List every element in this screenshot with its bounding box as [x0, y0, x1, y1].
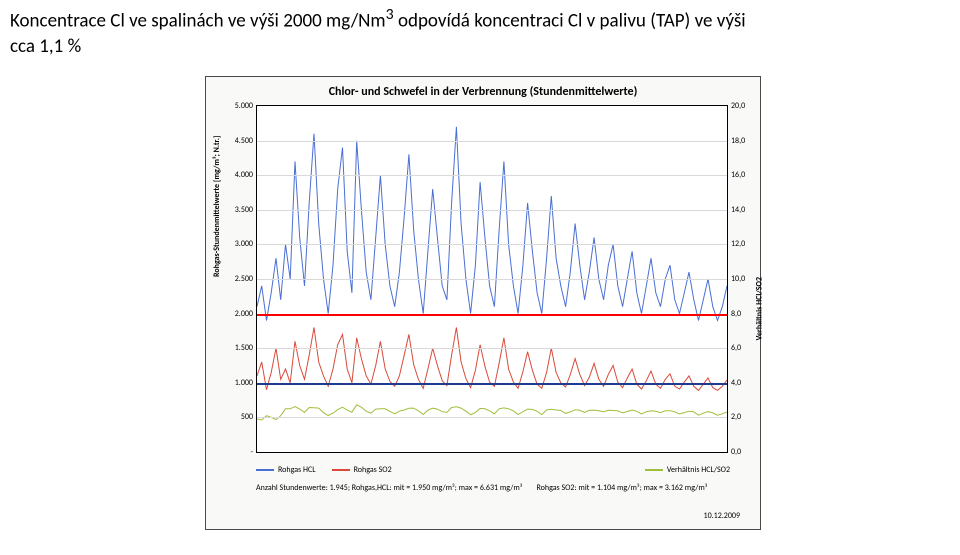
caption-left: Anzahl Stundenwerte: 1.945; Rohgas,HCL: …	[256, 483, 522, 493]
y-right-axis-title: Verhältnis HCl/SO2	[754, 277, 764, 340]
y-right-tick-label: 18,0	[731, 136, 745, 146]
y-left-tick-label: -	[251, 447, 253, 457]
figure-frame: Chlor- und Schwefel in der Verbrennung (…	[205, 76, 761, 530]
y-left-tick-label: 5.000	[235, 101, 253, 111]
y-left-tick-label: 3.000	[235, 239, 253, 249]
y-right-tick-label: 6,0	[731, 343, 741, 353]
y-left-tick-label: 1.000	[235, 378, 253, 388]
y-left-tick-label: 2.500	[235, 274, 253, 284]
reference-line	[257, 314, 727, 316]
y-right-tick-label: 12,0	[731, 239, 745, 249]
header-sup: 3	[386, 5, 394, 24]
gridline	[257, 210, 727, 211]
y-left-tick-label: 500	[241, 412, 253, 422]
gridline	[257, 244, 727, 245]
legend-swatch-ratio	[645, 469, 663, 471]
gridline	[257, 175, 727, 176]
chart-plot-area: -0,05002,01.0004,01.5006,02.0008,02.5001…	[256, 105, 728, 453]
y-left-tick-label: 3.500	[235, 205, 253, 215]
gridline	[257, 141, 727, 142]
chart-legend: Rohgas HCL Rohgas SO2 Verhältnis HCL/SO2	[256, 461, 730, 479]
y-right-tick-label: 16,0	[731, 170, 745, 180]
y-left-axis-title: Rohgas-Stundenmittelwerte [mg/m³; N.tr.]	[212, 136, 222, 278]
chart-caption: Anzahl Stundenwerte: 1.945; Rohgas,HCL: …	[256, 483, 740, 493]
header-paragraph: Koncentrace Cl ve spalinách ve výši 2000…	[10, 4, 950, 60]
gridline	[257, 417, 727, 418]
gridline	[257, 279, 727, 280]
y-left-tick-label: 4.500	[235, 136, 253, 146]
chart-title: Chlor- und Schwefel in der Verbrennung (…	[206, 85, 760, 99]
y-left-tick-label: 1.500	[235, 343, 253, 353]
page: Koncentrace Cl ve spalinách ve výši 2000…	[0, 0, 960, 555]
chart-date: 10.12.2009	[704, 511, 740, 521]
legend-swatch-hcl	[256, 469, 274, 471]
gridline	[257, 348, 727, 349]
y-left-tick-label: 4.000	[235, 170, 253, 180]
header-line1b: odpovídá koncentraci Cl v palivu (TAP) v…	[394, 9, 746, 32]
y-right-tick-label: 0,0	[731, 447, 741, 457]
legend-label-ratio: Verhältnis HCL/SO2	[667, 465, 730, 475]
legend-swatch-so2	[332, 469, 350, 471]
legend-label-so2: Rohgas SO2	[354, 465, 392, 475]
legend-right-group: Verhältnis HCL/SO2	[645, 465, 730, 475]
y-left-tick-label: 2.000	[235, 309, 253, 319]
legend-item-ratio: Verhältnis HCL/SO2	[645, 465, 730, 475]
reference-line	[257, 383, 727, 385]
y-right-tick-label: 10,0	[731, 274, 745, 284]
y-right-tick-label: 2,0	[731, 412, 741, 422]
y-right-tick-label: 20,0	[731, 101, 745, 111]
header-line2: cca 1,1 %	[10, 35, 81, 58]
y-right-tick-label: 4,0	[731, 378, 741, 388]
series-line	[257, 327, 727, 390]
y-right-tick-label: 8,0	[731, 309, 741, 319]
legend-label-hcl: Rohgas HCL	[278, 465, 316, 475]
legend-left-group: Rohgas HCL Rohgas SO2	[256, 465, 392, 475]
legend-item-so2: Rohgas SO2	[332, 465, 392, 475]
caption-right: Rohgas SO2: mit = 1.104 mg/m³; max = 3.1…	[536, 483, 707, 493]
series-line	[257, 127, 727, 321]
y-right-tick-label: 14,0	[731, 205, 745, 215]
header-line1a: Koncentrace Cl ve spalinách ve výši 2000…	[10, 9, 386, 32]
legend-item-hcl: Rohgas HCL	[256, 465, 316, 475]
